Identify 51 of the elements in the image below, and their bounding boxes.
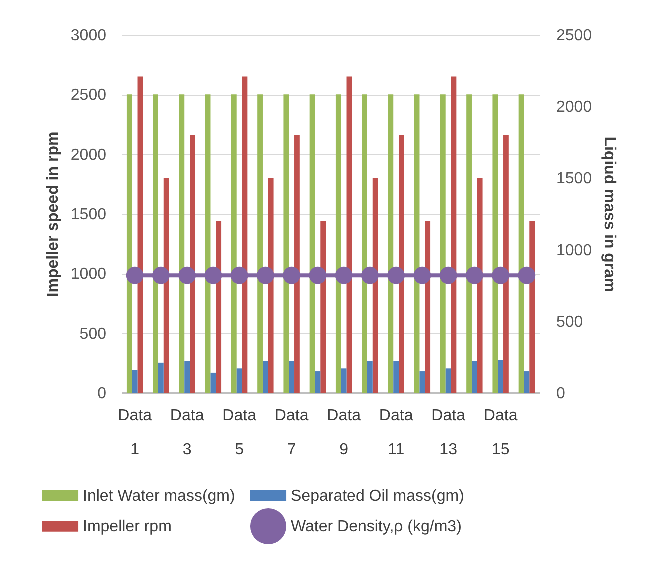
legend-label: Impeller rpm <box>83 518 172 536</box>
y-axis-title: Impeller speed in rpm <box>44 132 62 298</box>
bar <box>336 94 342 393</box>
y2-tick-label: 0 <box>556 386 566 402</box>
legend-label: Separated Oil mass(gm) <box>291 488 464 505</box>
y-tick-label: 2500 <box>70 87 107 104</box>
legend-label: Inlet Water mass(gm) <box>83 488 236 505</box>
bar <box>153 94 158 393</box>
bar <box>440 94 446 393</box>
y2-tick-label: 500 <box>556 314 584 331</box>
bar <box>466 94 472 393</box>
bar <box>399 135 404 393</box>
x-tick-label: Data 5 <box>222 408 257 458</box>
x-tick-label: Data 15 <box>484 408 518 458</box>
bar <box>530 221 536 393</box>
bar <box>362 94 368 393</box>
y-tick-label: 1000 <box>70 266 107 284</box>
x-tick-label: Data 1 <box>118 408 152 458</box>
bar <box>320 221 326 393</box>
bar <box>294 135 300 393</box>
bar <box>268 178 274 393</box>
y-tick-label: 3000 <box>70 28 107 44</box>
bar <box>216 221 222 393</box>
bar <box>492 94 498 393</box>
bar <box>388 94 394 393</box>
y-tick-label: 0 <box>98 386 107 402</box>
bar <box>190 135 196 393</box>
bar <box>425 221 431 393</box>
y2-tick-label: 2000 <box>556 99 592 116</box>
bar <box>164 178 170 393</box>
y2-tick-label: 1500 <box>556 170 592 188</box>
bar <box>126 94 132 393</box>
bar <box>179 94 185 393</box>
legend-label: Water Density,ρ (kg/m3) <box>291 518 462 536</box>
bar <box>258 94 263 393</box>
x-tick-label: Data 7 <box>274 408 309 458</box>
y2-tick-label: 1000 <box>556 242 592 260</box>
bar <box>284 94 290 393</box>
bar <box>477 178 483 393</box>
bar <box>231 94 237 393</box>
y-tick-label: 2000 <box>70 146 107 164</box>
y2-axis-title: Liqiud mass in gram <box>601 136 618 292</box>
bar <box>504 135 509 393</box>
x-tick-label: Data 13 <box>432 408 466 458</box>
bar <box>372 178 378 393</box>
y-tick-label: 500 <box>80 326 107 343</box>
x-tick-label: Data 11 <box>379 408 414 458</box>
x-tick-label: Data 3 <box>170 408 204 458</box>
y2-tick-label: 2500 <box>556 28 592 44</box>
x-tick-label: Data 9 <box>327 408 362 458</box>
y-tick-label: 1500 <box>70 206 107 224</box>
